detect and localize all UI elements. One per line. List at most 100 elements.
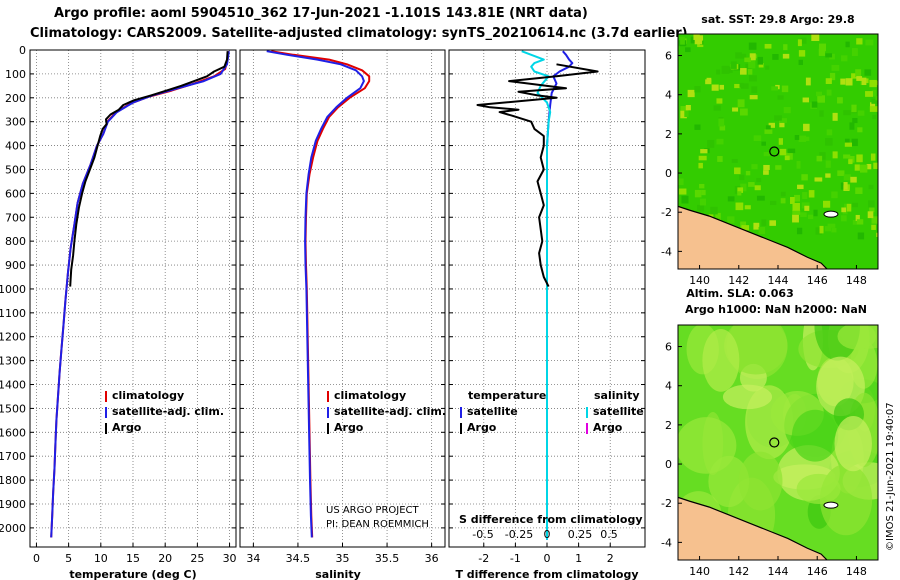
sst-pixel <box>751 164 758 170</box>
map-lat-label: -4 <box>661 536 672 549</box>
sst-pixel <box>715 212 721 219</box>
sst-pixel <box>819 110 824 117</box>
series-line-satellite-adj-clim- <box>266 50 365 538</box>
sst-pixel <box>797 39 802 47</box>
sst-pixel <box>727 216 735 224</box>
sst-pixel <box>764 43 772 49</box>
sst-pixel <box>851 138 858 147</box>
sst-pixel <box>681 195 689 204</box>
sst-pixel <box>841 55 848 62</box>
legend-label-satellite: satellite-adj. clim. <box>112 405 224 418</box>
sst-pixel <box>792 202 800 211</box>
sst-pixel <box>856 219 864 225</box>
legend-swatch-satellite <box>105 407 107 418</box>
sst-pixel <box>758 63 764 68</box>
sst-pixel <box>718 118 725 127</box>
sst-pixel <box>735 52 742 59</box>
map-lat-label: 0 <box>665 167 672 180</box>
sst-pixel <box>827 223 836 228</box>
sst-pixel <box>871 98 878 104</box>
sst-map: sat. SST: 29.8 Argo: 29.8 140 142 144 146 14… <box>661 13 879 287</box>
secondary-tick-label: 0.25 <box>568 528 593 541</box>
map-lon-label: 148 <box>846 274 867 287</box>
sst-pixel <box>694 124 701 130</box>
legend-label-satellite: satellite-adj. clim. <box>334 405 446 418</box>
sla-blob <box>796 473 841 504</box>
temperature-axis-label: temperature (deg C) <box>69 568 196 580</box>
sst-pixel <box>796 227 803 235</box>
y-tick-label: 400 <box>5 140 26 153</box>
sst-pixel <box>710 206 718 215</box>
salinity-lines <box>266 50 371 538</box>
sst-pixel <box>734 83 741 89</box>
sst-pixel <box>845 78 853 86</box>
sst-pixel <box>803 123 810 132</box>
sst-pixel <box>826 129 833 136</box>
legend-swatch-argo <box>105 423 107 434</box>
map-lat-label: -2 <box>661 206 672 219</box>
sst-pixel <box>758 226 766 235</box>
legend-label-argo: Argo <box>112 421 142 434</box>
difference-panel: -2 -1 0 1 2 T difference from climatology te… <box>448 49 646 580</box>
sst-pixel <box>778 138 783 145</box>
x-tick-label: 15 <box>126 552 140 565</box>
sst-pixel <box>804 205 810 211</box>
sst-pixel <box>777 95 784 100</box>
sst-pixel <box>825 53 833 58</box>
secondary-tick-label: -0.5 <box>472 528 493 541</box>
sst-pixel <box>856 154 863 163</box>
temperature-grid <box>30 49 236 547</box>
series-line-salinity-satellite <box>521 50 552 540</box>
map-lon-label: 144 <box>768 565 789 578</box>
sst-pixel <box>840 78 846 85</box>
legend-swatch-s-satellite <box>586 407 588 418</box>
sst-pixel <box>855 69 862 77</box>
map-lon-label: 148 <box>846 565 867 578</box>
legend-header-salinity: salinity <box>594 389 640 402</box>
sst-pixel <box>865 91 873 97</box>
sla-map-subtitle: Argo h1000: NaN h2000: NaN <box>685 303 867 316</box>
sst-pixel <box>825 173 831 178</box>
sst-pixel <box>737 99 745 108</box>
sst-pixel <box>739 68 747 75</box>
y-tick-label: 100 <box>5 68 26 81</box>
depth-tick-labels: 0 100 200 300 400 500 600 700 800 900 1000 1100 1200… <box>0 44 26 535</box>
sla-blob <box>678 417 737 474</box>
y-tick-label: 1700 <box>0 450 26 463</box>
sst-pixel <box>739 174 745 181</box>
sst-pixel <box>844 138 850 145</box>
sst-pixel <box>800 212 807 217</box>
credit-line2: PI: DEAN ROEMMICH <box>326 519 429 530</box>
y-tick-label: 900 <box>5 259 26 272</box>
temperature-panel: 0100200300400500600700800900100011001200… <box>0 44 237 580</box>
sst-pixel <box>856 38 863 45</box>
sst-pixel <box>831 191 838 199</box>
sla-blob <box>722 384 773 410</box>
sst-pixel <box>779 118 787 123</box>
sst-pixel <box>754 185 761 191</box>
legend-swatch-t-satellite <box>460 407 462 418</box>
sst-pixel <box>831 228 837 233</box>
sst-pixel <box>699 183 705 189</box>
difference-tick-labels: -2 -1 0 1 2 <box>478 552 613 565</box>
sst-pixel <box>740 53 747 59</box>
sst-pixel <box>873 162 878 169</box>
sst-pixel <box>877 148 878 155</box>
sst-pixel <box>794 194 801 202</box>
map-lon-label: 142 <box>728 565 749 578</box>
sla-map-title: Altim. SLA: 0.063 <box>686 287 793 300</box>
sst-pixel <box>857 127 863 133</box>
sst-pixel <box>846 203 852 212</box>
sst-pixel <box>859 164 868 173</box>
sst-pixel <box>868 184 874 190</box>
sst-pixel <box>854 164 860 171</box>
sst-pixel <box>841 215 847 222</box>
sst-pixel <box>843 182 848 190</box>
salinity-plot-area <box>240 50 445 547</box>
sst-pixel <box>690 36 696 44</box>
sst-pixel <box>740 183 747 192</box>
sst-pixel <box>697 42 704 48</box>
sst-pixel <box>872 114 877 120</box>
sst-pixel <box>740 221 747 228</box>
